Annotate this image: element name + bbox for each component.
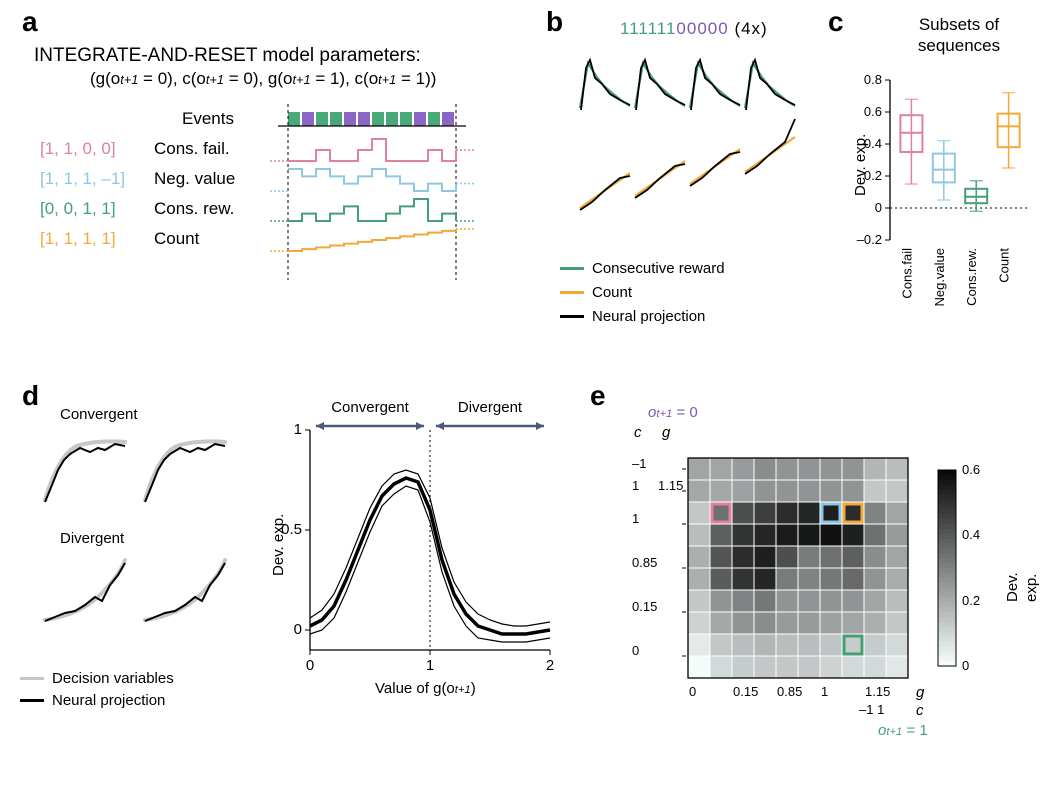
panel-d-xlabel: Value of g(ot+1) bbox=[375, 680, 476, 699]
param-vector: [0, 0, 1, 1] bbox=[40, 198, 116, 219]
colorbar-tick: 0.6 bbox=[962, 462, 980, 478]
panel-e-bottom-g: 1 bbox=[821, 684, 828, 700]
panel-e-bottom-c: –1 1 bbox=[859, 702, 884, 718]
svg-text:0.8: 0.8 bbox=[864, 72, 882, 87]
panel-c-chart: –0.200.20.40.60.8Cons.failNeg.valueCons.… bbox=[890, 80, 1030, 300]
panel-e-bottom-g: 0.15 bbox=[733, 684, 758, 700]
mini-trace bbox=[40, 430, 130, 510]
events-label: Events bbox=[182, 108, 234, 129]
panel-b-label: b bbox=[546, 6, 563, 38]
colorbar-tick: 0 bbox=[962, 658, 969, 674]
mini-trace bbox=[40, 555, 130, 635]
panel-d-div-label: Divergent bbox=[60, 530, 124, 549]
legend-swatch bbox=[560, 315, 584, 318]
panel-a-label: a bbox=[22, 6, 38, 38]
legend-label: Neural projection bbox=[52, 692, 165, 709]
svg-text:Cons.fail: Cons.fail bbox=[899, 248, 914, 299]
panel-e-cg-top2: g bbox=[662, 424, 670, 443]
panel-e-g-right: g bbox=[916, 684, 924, 703]
panel-e-heatmap bbox=[688, 458, 910, 680]
panel-d-label: d bbox=[22, 380, 39, 412]
svg-text:0: 0 bbox=[294, 621, 302, 638]
legend-row: Neural projection bbox=[20, 692, 165, 709]
panel-d-ylabel: Dev. exp. bbox=[270, 514, 289, 576]
legend-swatch bbox=[560, 291, 584, 294]
panel-e-left-c: 0 bbox=[632, 643, 639, 659]
param-vector: [1, 1, 1, –1] bbox=[40, 168, 125, 189]
legend-row: Decision variables bbox=[20, 670, 174, 687]
panel-a-svg-wrap bbox=[278, 104, 528, 284]
legend-label: Count bbox=[592, 284, 632, 301]
panel-e-c-right: c bbox=[916, 702, 924, 721]
svg-text:Neg.value: Neg.value bbox=[932, 248, 947, 307]
param-vector: [1, 1, 0, 0] bbox=[40, 138, 116, 159]
legend-label: Consecutive reward bbox=[592, 260, 725, 277]
panel-e-bottom-g: 0.85 bbox=[777, 684, 802, 700]
row-name: Cons. rew. bbox=[154, 198, 234, 219]
panel-e-left-c: 0.85 bbox=[632, 555, 657, 571]
svg-text:0.6: 0.6 bbox=[864, 104, 882, 119]
panel-e-bottom-g: 1.15 bbox=[865, 684, 890, 700]
panel-e-colorbar bbox=[938, 470, 956, 666]
param-vector: [1, 1, 1, 1] bbox=[40, 228, 116, 249]
legend-row: Consecutive reward bbox=[560, 260, 725, 277]
panel-c-ylabel: Dev. exp. bbox=[852, 134, 871, 196]
legend-label: Neural projection bbox=[592, 308, 705, 325]
legend-row: Neural projection bbox=[560, 308, 705, 325]
panel-b-sequence: 11111100000 (4x) bbox=[620, 18, 768, 39]
colorbar-label: Dev. exp. bbox=[1004, 556, 1042, 602]
legend-label: Decision variables bbox=[52, 670, 174, 687]
panel-a-subtitle: (g(ot+1 = 0), c(ot+1 = 0), g(ot+1 = 1), … bbox=[90, 68, 436, 89]
panel-a-title: INTEGRATE-AND-RESET model parameters: bbox=[34, 44, 421, 68]
row-name: Count bbox=[154, 228, 199, 249]
legend-swatch bbox=[560, 267, 584, 270]
panel-e-left-g: 1.15 bbox=[658, 478, 683, 494]
panel-b-svg-wrap bbox=[570, 48, 830, 248]
svg-text:2: 2 bbox=[546, 657, 554, 674]
panel-e-left-c: –1 bbox=[632, 456, 646, 472]
legend-swatch bbox=[20, 677, 44, 680]
svg-text:–0.2: –0.2 bbox=[857, 232, 882, 247]
colorbar-tick: 0.4 bbox=[962, 527, 980, 543]
panel-e-bottom-g: 0 bbox=[689, 684, 696, 700]
panel-e-left-c: 1 bbox=[632, 511, 639, 527]
panel-e-bottom-label: ot+1 = 1 bbox=[878, 722, 928, 741]
panel-e-cg-top: c bbox=[634, 424, 642, 443]
row-name: Neg. value bbox=[154, 168, 235, 189]
svg-text:Cons.rew.: Cons.rew. bbox=[964, 248, 979, 306]
legend-swatch bbox=[20, 699, 44, 702]
panel-e-label: e bbox=[590, 380, 606, 412]
panel-e-left-c: 1 bbox=[632, 478, 639, 494]
svg-text:Divergent: Divergent bbox=[458, 399, 523, 416]
panel-c-title: Subsets of sequences bbox=[884, 14, 1034, 57]
svg-text:Convergent: Convergent bbox=[331, 399, 409, 416]
colorbar-tick: 0.2 bbox=[962, 593, 980, 609]
legend-row: Count bbox=[560, 284, 632, 301]
panel-d-conv-label: Convergent bbox=[60, 406, 138, 425]
svg-text:0: 0 bbox=[306, 657, 314, 674]
panel-d-chart: 01200.51ConvergentDivergent bbox=[310, 430, 570, 710]
svg-text:1: 1 bbox=[294, 421, 302, 438]
row-name: Cons. fail. bbox=[154, 138, 230, 159]
panel-e-left-c: 0.15 bbox=[632, 599, 657, 615]
mini-trace bbox=[140, 430, 230, 510]
svg-text:Count: Count bbox=[997, 248, 1012, 283]
panel-c-label: c bbox=[828, 6, 844, 38]
mini-trace bbox=[140, 555, 230, 635]
panel-e-top-label: ot+1 = 0 bbox=[648, 404, 698, 423]
svg-text:1: 1 bbox=[426, 657, 434, 674]
svg-text:0: 0 bbox=[875, 200, 882, 215]
